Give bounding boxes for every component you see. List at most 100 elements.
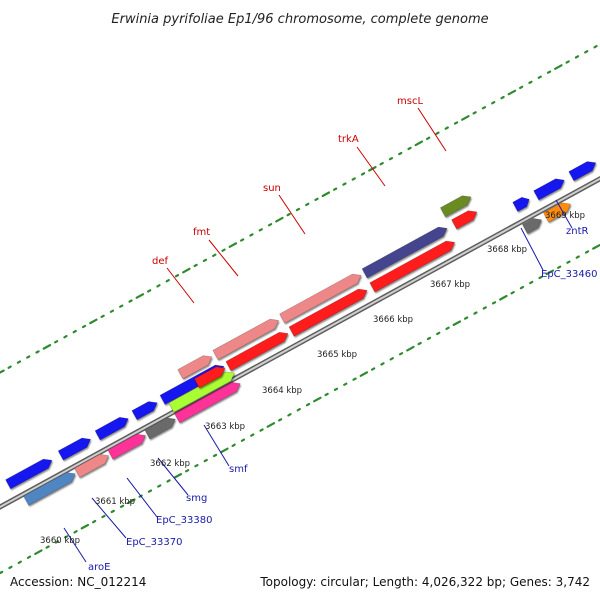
topology-label: Topology: circular; Length: 4,026,322 bp… bbox=[259, 575, 590, 589]
scale-dot bbox=[473, 311, 478, 315]
cds-blue-small-1[interactable] bbox=[512, 196, 530, 212]
cds-red-4[interactable] bbox=[369, 240, 456, 293]
scale-dot bbox=[72, 329, 77, 334]
label-leader-line bbox=[126, 477, 158, 518]
scale-dot bbox=[54, 540, 60, 544]
scale-dot bbox=[110, 509, 115, 514]
gray-gene[interactable] bbox=[144, 417, 176, 440]
scale-dot bbox=[109, 309, 115, 313]
scale-dot bbox=[445, 326, 450, 330]
cds-blue-3[interactable] bbox=[568, 161, 597, 182]
scale-dot bbox=[537, 75, 542, 79]
scale-dot bbox=[453, 121, 459, 125]
gray-gene-2[interactable] bbox=[521, 218, 543, 235]
scale-dot bbox=[472, 111, 477, 115]
scale-dot bbox=[359, 371, 369, 377]
label-leader-line bbox=[278, 194, 306, 235]
label-leader-line bbox=[63, 527, 87, 563]
kbp-tick-3663-kbp: 3663 kbp bbox=[205, 422, 245, 432]
scale-dot bbox=[64, 535, 69, 539]
scale-dot bbox=[313, 396, 322, 403]
scale-dot bbox=[174, 274, 180, 278]
trka-gene[interactable] bbox=[361, 226, 448, 279]
pink-gene-1[interactable] bbox=[74, 453, 110, 478]
scale-dot bbox=[481, 106, 487, 110]
smg-gene[interactable] bbox=[131, 401, 158, 421]
gene-label-smf: smf bbox=[229, 464, 248, 475]
scale-dot bbox=[100, 314, 105, 318]
label-leader-line bbox=[91, 497, 127, 539]
scale-dot bbox=[342, 182, 347, 186]
scale-dot bbox=[435, 131, 440, 135]
scale-dot bbox=[91, 519, 97, 524]
scale-dot bbox=[185, 469, 190, 473]
scale-dot bbox=[0, 570, 4, 575]
scale-dot bbox=[461, 115, 470, 121]
scale-dot bbox=[584, 50, 589, 54]
scale-dot bbox=[584, 250, 590, 254]
kbp-tick-3669-kbp: 3669 kbp bbox=[545, 211, 585, 221]
def-gene[interactable] bbox=[177, 355, 213, 380]
scale-dot bbox=[464, 316, 469, 320]
fmt-gene[interactable] bbox=[212, 318, 280, 361]
magenta-gene-2[interactable] bbox=[174, 381, 241, 424]
epc-33370-gene[interactable] bbox=[57, 437, 92, 461]
sun-gene[interactable] bbox=[279, 273, 362, 324]
scale-dot bbox=[26, 555, 32, 559]
gene-label-def: def bbox=[152, 256, 169, 267]
gene-label-smg: smg bbox=[186, 493, 207, 504]
scale-dot bbox=[426, 336, 432, 341]
scale-dot bbox=[574, 55, 580, 59]
kbp-tick-3664-kbp: 3664 kbp bbox=[262, 386, 302, 396]
gene-label-trka: trkA bbox=[338, 134, 359, 145]
scale-dot bbox=[491, 301, 497, 305]
label-leader-line bbox=[417, 107, 447, 152]
kbp-tick-labels: 3660 kbp 3661 kbp 3662 kbp 3663 kbp 3664 kbp… bbox=[40, 211, 585, 546]
cds-red-3[interactable] bbox=[288, 288, 368, 337]
scale-dot bbox=[193, 263, 198, 268]
aroe-gene[interactable] bbox=[5, 458, 53, 490]
scale-dot bbox=[452, 320, 462, 326]
label-leader-line bbox=[166, 267, 195, 304]
magenta-gene[interactable] bbox=[107, 433, 146, 460]
scale-dot bbox=[278, 418, 283, 422]
scale-dot bbox=[507, 89, 517, 96]
scale-dot bbox=[343, 382, 348, 386]
cds-blue-2[interactable] bbox=[533, 178, 565, 201]
gene-label-aroe: aroE bbox=[88, 562, 110, 573]
scale-dot bbox=[249, 233, 254, 237]
kbp-tick-3662-kbp: 3662 kbp bbox=[150, 459, 190, 469]
gene-labels: def fmt sun trkA mscL aroE EpC_33370 EpC_33380 s… bbox=[63, 96, 597, 573]
cds-red-5[interactable] bbox=[451, 210, 478, 230]
kbp-tick-3665-kbp: 3665 kbp bbox=[317, 350, 357, 360]
scale-dot bbox=[333, 387, 339, 391]
kbp-tick-3661-kbp: 3661 kbp bbox=[95, 497, 135, 507]
scale-dot bbox=[414, 140, 424, 147]
scale-dot bbox=[351, 177, 356, 181]
scale-dot bbox=[546, 70, 552, 74]
scale-dot bbox=[182, 267, 191, 274]
scale-dot bbox=[275, 216, 284, 223]
scale-dot bbox=[324, 392, 329, 397]
scale-dot bbox=[212, 253, 217, 257]
backbone-line bbox=[0, 177, 600, 509]
scale-dot bbox=[63, 335, 68, 339]
mscl-gene[interactable] bbox=[439, 195, 472, 218]
scale-dot bbox=[45, 545, 50, 549]
cds-red-2[interactable] bbox=[225, 331, 289, 372]
steel-gene[interactable] bbox=[23, 472, 76, 506]
scale-dot bbox=[379, 162, 384, 166]
scale-dot bbox=[7, 365, 12, 369]
scale-dot bbox=[398, 151, 403, 156]
gene-label-zntr: zntR bbox=[566, 226, 589, 237]
scale-dot bbox=[26, 355, 31, 359]
scale-dot bbox=[360, 172, 366, 176]
scale-dot bbox=[128, 299, 133, 303]
gene-label-epc-33460: EpC_33460 bbox=[541, 269, 597, 280]
epc-33380-gene[interactable] bbox=[94, 416, 129, 441]
scale-dot bbox=[444, 126, 449, 130]
scale-dot bbox=[8, 565, 13, 570]
label-leader-line bbox=[555, 199, 573, 229]
cds-red-1[interactable] bbox=[193, 366, 226, 389]
